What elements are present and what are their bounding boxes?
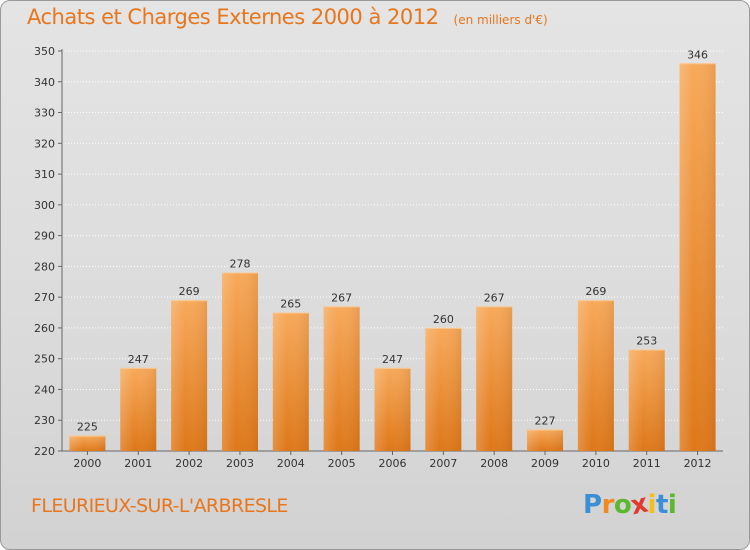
chart-title-block: Achats et Charges Externes 2000 à 2012 (… bbox=[27, 5, 548, 29]
y-tick-label: 310 bbox=[34, 168, 55, 181]
bar-value-label: 267 bbox=[484, 291, 505, 304]
bar-shade bbox=[69, 435, 106, 451]
bar-shade bbox=[577, 300, 614, 451]
y-tick-label: 350 bbox=[34, 45, 55, 58]
bar-value-label: 346 bbox=[687, 48, 708, 61]
bar-value-label: 227 bbox=[535, 414, 556, 427]
y-tick-label: 290 bbox=[34, 230, 55, 243]
bar-shade bbox=[374, 367, 411, 451]
bar-value-label: 247 bbox=[382, 353, 403, 366]
chart-subtitle: (en milliers d'€) bbox=[453, 13, 548, 27]
bar-value-label: 260 bbox=[433, 313, 454, 326]
x-tick-label: 2002 bbox=[175, 457, 203, 470]
bar-shade bbox=[476, 306, 513, 451]
y-tick-label: 230 bbox=[34, 414, 55, 427]
logo-letter: i bbox=[667, 490, 677, 520]
y-tick-label: 330 bbox=[34, 107, 55, 120]
x-tick-label: 2007 bbox=[429, 457, 457, 470]
bar-value-label: 269 bbox=[179, 285, 200, 298]
bar-value-label: 269 bbox=[585, 285, 606, 298]
bar-value-label: 247 bbox=[128, 353, 149, 366]
x-tick-label: 2004 bbox=[277, 457, 305, 470]
x-tick-label: 2012 bbox=[684, 457, 712, 470]
bar-shade bbox=[527, 429, 564, 451]
bar-shade bbox=[221, 272, 258, 451]
chart-title: Achats et Charges Externes 2000 à 2012 bbox=[27, 5, 439, 29]
bar-value-label: 278 bbox=[229, 258, 250, 271]
x-tick-label: 2006 bbox=[379, 457, 407, 470]
bar-shade bbox=[272, 312, 309, 451]
x-tick-label: 2001 bbox=[124, 457, 152, 470]
bar-shade bbox=[171, 300, 208, 451]
bar-value-label: 225 bbox=[77, 421, 98, 434]
logo-letter: P bbox=[583, 490, 602, 520]
x-tick-label: 2003 bbox=[226, 457, 254, 470]
logo-letter: o bbox=[613, 490, 632, 520]
x-tick-label: 2009 bbox=[531, 457, 559, 470]
x-tick-label: 2005 bbox=[328, 457, 356, 470]
proxiti-logo: Proxiti bbox=[583, 489, 677, 522]
bar-shade bbox=[679, 63, 716, 452]
y-tick-label: 220 bbox=[34, 445, 55, 458]
y-tick-label: 280 bbox=[34, 260, 55, 273]
x-tick-label: 2011 bbox=[633, 457, 661, 470]
y-tick-label: 250 bbox=[34, 353, 55, 366]
y-tick-label: 320 bbox=[34, 137, 55, 150]
bar-shade bbox=[120, 367, 157, 451]
y-tick-label: 300 bbox=[34, 199, 55, 212]
y-tick-label: 260 bbox=[34, 322, 55, 335]
x-tick-label: 2000 bbox=[73, 457, 101, 470]
x-tick-label: 2008 bbox=[480, 457, 508, 470]
y-tick-label: 270 bbox=[34, 291, 55, 304]
logo-letter: r bbox=[601, 490, 615, 520]
bar-value-label: 267 bbox=[331, 291, 352, 304]
y-tick-label: 340 bbox=[34, 76, 55, 89]
x-tick-label: 2010 bbox=[582, 457, 610, 470]
logo-letter: i bbox=[647, 490, 657, 520]
y-tick-label: 240 bbox=[34, 383, 55, 396]
bar-value-label: 253 bbox=[636, 334, 657, 347]
bar-shade bbox=[425, 327, 462, 451]
bar-shade bbox=[628, 349, 665, 451]
commune-name: FLEURIEUX-SUR-L'ARBRESLE bbox=[31, 495, 288, 517]
logo-letter: t bbox=[655, 490, 668, 520]
bar-shade bbox=[323, 306, 360, 451]
bar-value-label: 265 bbox=[280, 298, 301, 311]
